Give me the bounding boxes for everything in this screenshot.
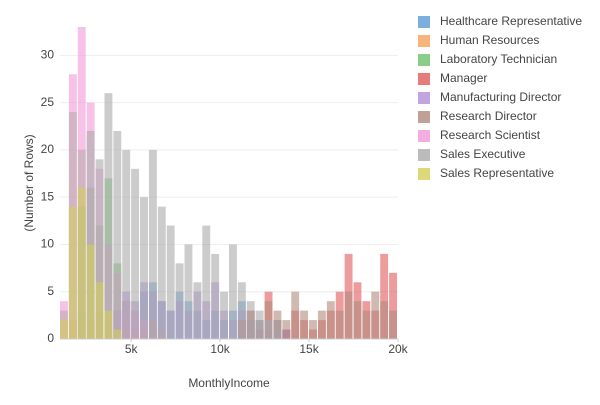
legend-swatch	[418, 16, 430, 28]
y-tick-label: 25	[41, 95, 55, 109]
y-tick-label: 10	[41, 237, 55, 251]
legend-swatch	[418, 92, 430, 104]
legend-label: Sales Executive	[440, 147, 526, 161]
x-axis-label: MonthlyIncome	[188, 376, 270, 390]
bar	[273, 320, 282, 339]
bar	[157, 206, 166, 339]
y-tick-label: 20	[41, 142, 55, 156]
bar	[113, 329, 122, 339]
bar	[353, 301, 362, 339]
legend-swatch	[418, 73, 430, 85]
bar	[380, 253, 389, 339]
bar	[95, 282, 104, 339]
bar	[246, 301, 255, 339]
bar	[68, 74, 77, 339]
legend-label: Sales Representative	[440, 166, 554, 180]
bar	[148, 149, 157, 339]
legend-label: Healthcare Representative	[440, 14, 582, 28]
bar	[184, 244, 193, 339]
legend-swatch	[418, 111, 430, 123]
bar	[335, 310, 344, 339]
bar	[77, 187, 86, 339]
bar	[131, 168, 140, 339]
bar	[362, 310, 371, 339]
legend-label: Research Director	[440, 109, 537, 123]
bar	[60, 320, 68, 339]
bar	[104, 93, 113, 339]
bar	[95, 159, 104, 339]
bar	[344, 291, 353, 339]
x-tick-label: 10k	[210, 342, 230, 356]
bar	[309, 320, 317, 339]
bar	[371, 291, 380, 339]
bar	[122, 149, 131, 339]
bar	[113, 131, 122, 339]
legend-label: Laboratory Technician	[440, 52, 557, 66]
y-axis-label: (Number of Rows)	[22, 134, 36, 231]
bar	[389, 272, 397, 339]
x-tick-label: 20k	[388, 342, 408, 356]
x-tick-label: 5k	[125, 342, 139, 356]
bar	[68, 206, 77, 339]
bar	[264, 320, 273, 339]
bar	[220, 291, 228, 339]
legend-label: Manufacturing Director	[440, 90, 561, 104]
legend-swatch	[418, 35, 430, 47]
y-tick-label: 15	[41, 189, 55, 203]
bar	[380, 301, 389, 339]
bar	[211, 253, 220, 339]
legend-label: Human Resources	[440, 33, 539, 47]
bar	[317, 310, 326, 339]
bar	[86, 131, 95, 339]
legend-swatch	[418, 149, 430, 161]
y-tick-label: 5	[47, 284, 54, 298]
bar	[140, 197, 148, 339]
bar	[300, 310, 309, 339]
bar	[255, 310, 264, 339]
bar	[326, 301, 335, 339]
bar	[77, 27, 86, 339]
x-tick-label: 15k	[299, 342, 319, 356]
legend-label: Manager	[440, 71, 487, 85]
bar	[229, 244, 237, 339]
y-tick-label: 30	[41, 48, 55, 62]
bar	[166, 225, 175, 339]
bar	[282, 320, 291, 339]
bar	[104, 310, 113, 339]
legend-swatch	[418, 168, 430, 180]
legend-swatch	[418, 130, 430, 142]
bar	[291, 291, 300, 339]
legend-swatch	[418, 54, 430, 66]
bar	[193, 282, 202, 339]
bar	[237, 282, 246, 339]
y-tick-label: 0	[47, 331, 54, 345]
legend-label: Research Scientist	[440, 128, 541, 142]
bar	[389, 310, 397, 339]
bar	[175, 263, 184, 339]
bar	[202, 225, 211, 339]
bar	[86, 244, 95, 339]
